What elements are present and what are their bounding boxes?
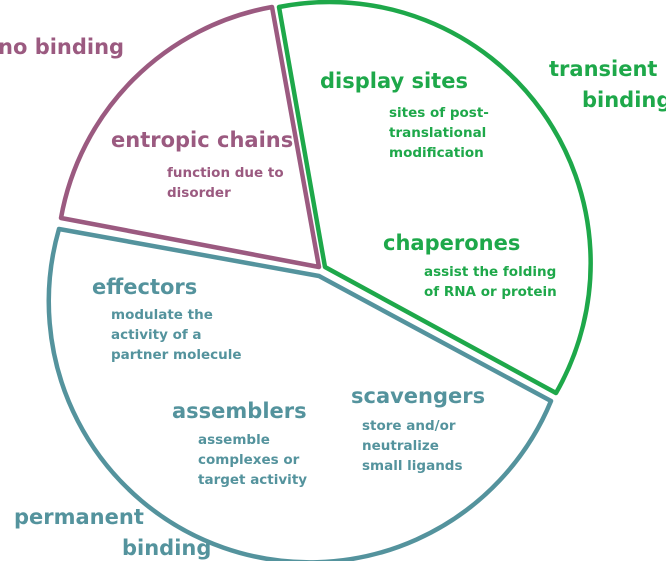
permanent-binding-segment: [46, 226, 554, 561]
group-label-permanent-binding-line1: permanent: [14, 505, 144, 529]
category-title-display-sites: display sites: [320, 69, 468, 93]
group-label-no-binding: no binding: [0, 35, 125, 59]
category-desc-display-sites: sites of post- translational modificatio…: [389, 105, 489, 161]
category-desc-assemblers: assemble complexes or target activity: [198, 432, 308, 488]
category-title-effectors: effectors: [92, 275, 198, 299]
category-desc-effectors: modulate the activity of a partner molec…: [111, 307, 242, 363]
category-title-chaperones: chaperones: [383, 231, 521, 255]
transient-binding-segment: [276, 0, 593, 396]
group-label-transient-binding-line2: binding: [582, 88, 666, 112]
category-desc-scavengers: store and/or neutralize small ligands: [362, 418, 463, 474]
no-binding-segment: [58, 4, 322, 270]
category-title-entropic-chains: entropic chains: [111, 128, 294, 152]
group-label-transient-binding-line1: transient: [549, 57, 658, 81]
category-title-scavengers: scavengers: [351, 384, 486, 408]
category-title-assemblers: assemblers: [172, 399, 307, 423]
category-desc-chaperones: assist the folding of RNA or protein: [424, 264, 557, 300]
category-desc-entropic-chains: function due to disorder: [167, 165, 284, 201]
group-label-permanent-binding-line2: binding: [122, 536, 212, 560]
